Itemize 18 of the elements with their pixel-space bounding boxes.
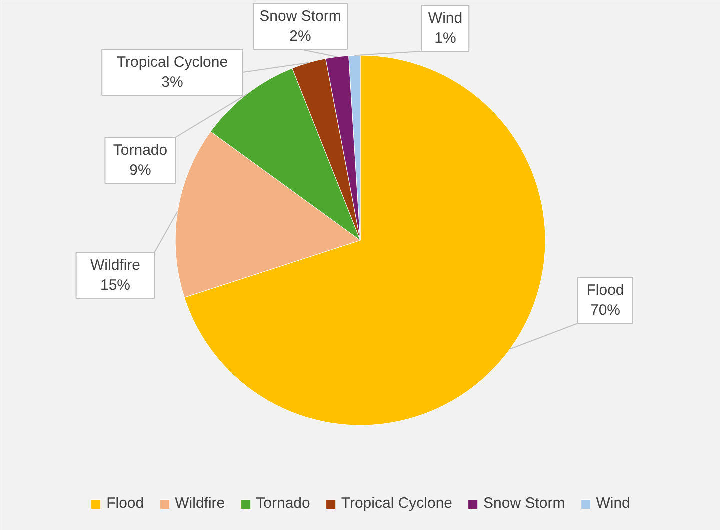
legend-label: Wildfire (175, 495, 226, 512)
slice-label: Flood (586, 282, 624, 300)
legend-label: Snow Storm (484, 495, 566, 512)
legend-label: Wind (596, 495, 630, 512)
data-label: 15% (100, 276, 131, 294)
data-label: 9% (130, 162, 152, 179)
slice-label: Wind (428, 10, 463, 28)
data-label: 1% (434, 30, 456, 47)
legend-label: Tornado (256, 495, 310, 512)
legend-label: Tropical Cyclone (341, 495, 453, 512)
slice-label: Snow Storm (260, 8, 342, 26)
slice-label: Tornado (113, 142, 168, 160)
data-label: 3% (162, 74, 184, 91)
slice-label: Wildfire (90, 257, 141, 274)
data-label: 2% (290, 28, 312, 45)
slice-label: Tropical Cyclone (116, 54, 228, 72)
legend-label: Flood (106, 495, 144, 512)
data-label: 70% (590, 302, 621, 319)
